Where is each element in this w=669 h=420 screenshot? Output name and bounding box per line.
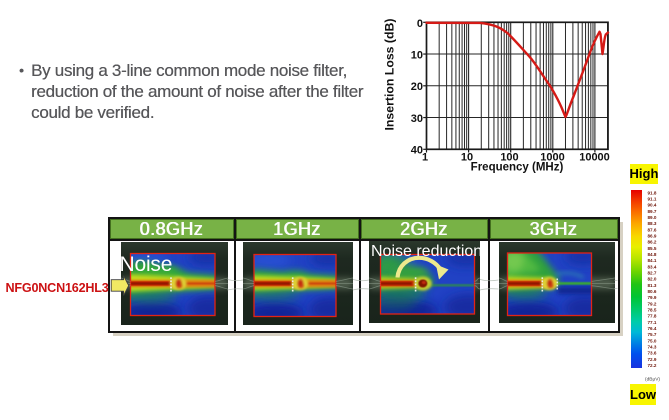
svg-text:81.3: 81.3 xyxy=(648,283,657,288)
svg-text:77.1: 77.1 xyxy=(648,320,657,325)
svg-text:84.8: 84.8 xyxy=(648,252,657,257)
svg-text:83.4: 83.4 xyxy=(648,264,657,269)
svg-text:30: 30 xyxy=(411,113,423,125)
svg-text:100: 100 xyxy=(500,152,518,164)
svg-text:75.0: 75.0 xyxy=(648,338,657,343)
svg-text:82.7: 82.7 xyxy=(648,271,657,276)
svg-text:73.6: 73.6 xyxy=(648,351,657,356)
svg-text:86.9: 86.9 xyxy=(648,233,657,238)
svg-text:72.2: 72.2 xyxy=(648,363,657,368)
svg-text:76.4: 76.4 xyxy=(648,326,657,331)
svg-text:(dBμV): (dBμV) xyxy=(645,377,660,383)
svg-text:80.6: 80.6 xyxy=(648,289,657,294)
svg-text:84.1: 84.1 xyxy=(648,258,657,263)
svg-text:89.7: 89.7 xyxy=(648,209,657,214)
svg-text:91.8: 91.8 xyxy=(648,190,657,195)
svg-text:74.3: 74.3 xyxy=(648,345,657,350)
svg-text:10000: 10000 xyxy=(579,152,610,164)
svg-text:20: 20 xyxy=(411,81,423,93)
svg-text:1000: 1000 xyxy=(540,152,564,164)
svg-text:90.4: 90.4 xyxy=(648,203,657,208)
svg-text:85.5: 85.5 xyxy=(648,246,657,251)
svg-text:87.6: 87.6 xyxy=(648,227,657,232)
svg-text:10: 10 xyxy=(411,49,423,61)
svg-text:0: 0 xyxy=(417,18,423,30)
svg-text:78.5: 78.5 xyxy=(648,308,657,313)
svg-text:79.2: 79.2 xyxy=(648,301,657,306)
svg-text:82.0: 82.0 xyxy=(648,277,657,282)
svg-text:72.9: 72.9 xyxy=(648,357,657,362)
svg-text:77.8: 77.8 xyxy=(648,314,657,319)
svg-text:86.2: 86.2 xyxy=(648,240,657,245)
svg-text:88.3: 88.3 xyxy=(648,221,657,226)
svg-text:Insertion Loss (dB): Insertion Loss (dB) xyxy=(383,18,397,130)
svg-text:1: 1 xyxy=(422,152,428,164)
svg-text:40: 40 xyxy=(411,145,423,157)
svg-text:75.7: 75.7 xyxy=(648,332,657,337)
svg-text:10: 10 xyxy=(461,152,473,164)
svg-text:91.1: 91.1 xyxy=(648,196,657,201)
svg-text:79.9: 79.9 xyxy=(648,295,657,300)
svg-text:89.0: 89.0 xyxy=(648,215,657,220)
svg-text:Frequency (MHz): Frequency (MHz) xyxy=(471,162,564,174)
